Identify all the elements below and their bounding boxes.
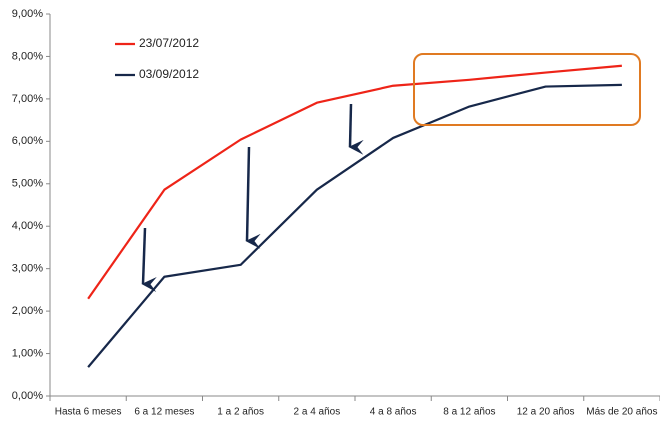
- y-tick-label: 4,00%: [12, 220, 43, 232]
- x-tick-label: Hasta 6 meses: [55, 407, 122, 418]
- y-tick-label: 2,00%: [12, 305, 43, 317]
- series-line: [87, 64, 622, 300]
- arrow: [141, 227, 157, 292]
- y-tick-label: 6,00%: [12, 135, 43, 147]
- x-tick-label: 8 a 12 años: [443, 407, 495, 418]
- series-line: [87, 83, 622, 368]
- x-tick-label: 6 a 12 meses: [134, 407, 194, 418]
- x-tick-label: 2 a 4 años: [294, 407, 341, 418]
- arrow: [245, 146, 261, 249]
- y-tick-label: 8,00%: [12, 50, 43, 62]
- y-tick-label: 3,00%: [12, 263, 43, 275]
- legend-label: 03/09/2012: [139, 67, 199, 81]
- y-tick-label: 7,00%: [12, 93, 43, 105]
- x-tick-label: 1 a 2 años: [217, 407, 264, 418]
- y-tick-label: 5,00%: [12, 178, 43, 190]
- legend-label: 23/07/2012: [139, 36, 199, 50]
- x-tick-label: 4 a 8 años: [370, 407, 417, 418]
- x-tick-label: 12 a 20 años: [517, 407, 575, 418]
- x-tick-label: Más de 20 años: [586, 407, 657, 418]
- arrow: [348, 103, 364, 155]
- y-tick-label: 9,00%: [12, 8, 43, 20]
- y-tick-label: 1,00%: [12, 347, 43, 359]
- y-tick-label: 0,00%: [12, 390, 43, 402]
- highlight-box: [413, 53, 641, 126]
